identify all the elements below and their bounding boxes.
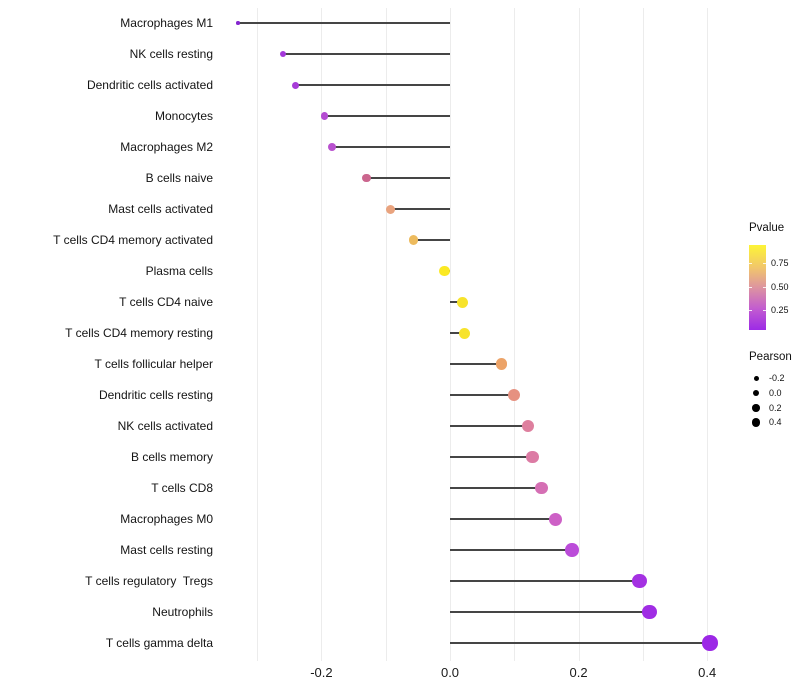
lollipop-stem (413, 239, 450, 241)
lollipop-dot (292, 81, 300, 89)
lollipop-stem (450, 487, 542, 489)
lollipop-dot (385, 204, 395, 214)
lollipop-stem (450, 363, 502, 365)
x-axis-tick-label: 0.0 (440, 665, 460, 680)
lollipop-dot (279, 50, 287, 58)
gridline (578, 8, 580, 661)
pearson-legend-label: 0.0 (769, 387, 782, 398)
gridline (385, 8, 387, 661)
lollipop-stem (324, 115, 450, 117)
lollipop-dot (522, 420, 535, 432)
x-axis-tick-label: -0.2 (310, 665, 333, 680)
y-axis-label: Monocytes (154, 109, 213, 123)
lollipop-dot (632, 573, 647, 589)
lollipop-stem (450, 611, 650, 613)
pearson-legend-dot (752, 389, 760, 397)
lollipop-stem (237, 22, 450, 24)
y-axis-label: Macrophages M2 (120, 140, 213, 154)
y-axis-label: Macrophages M0 (120, 512, 213, 526)
pvalue-legend-title: Pvalue (749, 222, 785, 234)
lollipop-dot (508, 389, 521, 401)
lollipop-dot (320, 112, 329, 120)
pearson-legend-label: -0.2 (769, 372, 785, 383)
gridline (450, 8, 451, 661)
lollipop-stem (295, 84, 450, 86)
lollipop-dot (408, 235, 419, 245)
lollipop-stem (332, 146, 450, 148)
gridline (707, 8, 709, 661)
lollipop-stem (450, 394, 515, 396)
y-axis-label: T cells gamma delta (105, 636, 213, 650)
y-axis-label: T cells regulatory Tregs (85, 574, 213, 588)
lollipop-dot (565, 543, 579, 557)
gridline (514, 8, 516, 661)
pearson-legend-label: 0.2 (769, 402, 782, 413)
y-axis-label: T cells CD4 memory activated (53, 233, 213, 247)
lollipop-dot (549, 512, 562, 526)
x-axis-tick-label: 0.4 (698, 665, 717, 680)
lollipop-stem (450, 549, 573, 551)
y-axis-label: NK cells resting (129, 47, 213, 61)
lollipop-stem (366, 177, 450, 179)
y-axis-label: Mast cells activated (108, 202, 213, 216)
colorbar-tick (749, 287, 752, 288)
y-axis-label: Dendritic cells resting (98, 388, 213, 402)
lollipop-dot (535, 481, 548, 495)
colorbar-tick (749, 310, 752, 311)
lollipop-dot (642, 604, 657, 620)
y-axis-label: T cells CD4 memory resting (65, 326, 213, 340)
lollipop-dot (702, 635, 718, 651)
lollipop-stem (450, 425, 529, 427)
y-axis-label: Plasma cells (145, 264, 213, 278)
lollipop-dot (526, 450, 539, 464)
pvalue-colorbar (749, 245, 766, 330)
pearson-legend-label: 0.4 (769, 417, 782, 427)
x-axis-tick-label: 0.2 (569, 665, 588, 680)
y-axis-label: Macrophages M1 (120, 16, 213, 30)
lollipop-dot (458, 327, 470, 339)
lollipop-dot (328, 143, 337, 151)
lollipop-dot (236, 21, 240, 25)
pearson-legend-dot (753, 375, 759, 381)
colorbar-tick (749, 263, 752, 264)
lollipop-dot (495, 358, 508, 370)
y-axis-label: Neutrophils (152, 605, 213, 619)
gridline (321, 8, 323, 661)
pearson-legend-dot (752, 404, 760, 412)
colorbar-tick (763, 310, 766, 311)
lollipop-stem (282, 53, 450, 55)
lollipop-stem (450, 580, 640, 582)
colorbar-tick (763, 263, 766, 264)
pearson-legend-dot (751, 418, 761, 427)
y-axis-label: NK cells activated (117, 419, 213, 433)
y-axis-label: Dendritic cells activated (86, 78, 213, 92)
gridline (642, 8, 644, 661)
lollipop-dot (457, 296, 469, 308)
lollipop-stem (450, 456, 533, 458)
lollipop-stem (450, 301, 463, 303)
lollipop-stem (450, 642, 710, 644)
y-axis-label: T cells follicular helper (94, 357, 214, 371)
lollipop-stem (450, 332, 465, 334)
y-axis-label: Mast cells resting (120, 543, 213, 557)
colorbar-tick-label: 0.25 (771, 305, 789, 315)
lollipop-dot (439, 265, 450, 277)
pearson-legend-title: Pearson (749, 351, 792, 363)
lollipop-stem (450, 518, 556, 520)
lollipop-stem (390, 208, 450, 210)
colorbar-tick (763, 287, 766, 288)
lollipop-dot (362, 173, 371, 183)
y-axis-label: B cells naive (145, 171, 213, 185)
colorbar-tick-label: 0.50 (771, 282, 789, 292)
y-axis-label: T cells CD4 naive (119, 295, 213, 309)
y-axis-label: B cells memory (130, 450, 213, 464)
gridline (257, 8, 259, 661)
colorbar-tick-label: 0.75 (771, 258, 789, 268)
y-axis-label: T cells CD8 (151, 481, 213, 495)
